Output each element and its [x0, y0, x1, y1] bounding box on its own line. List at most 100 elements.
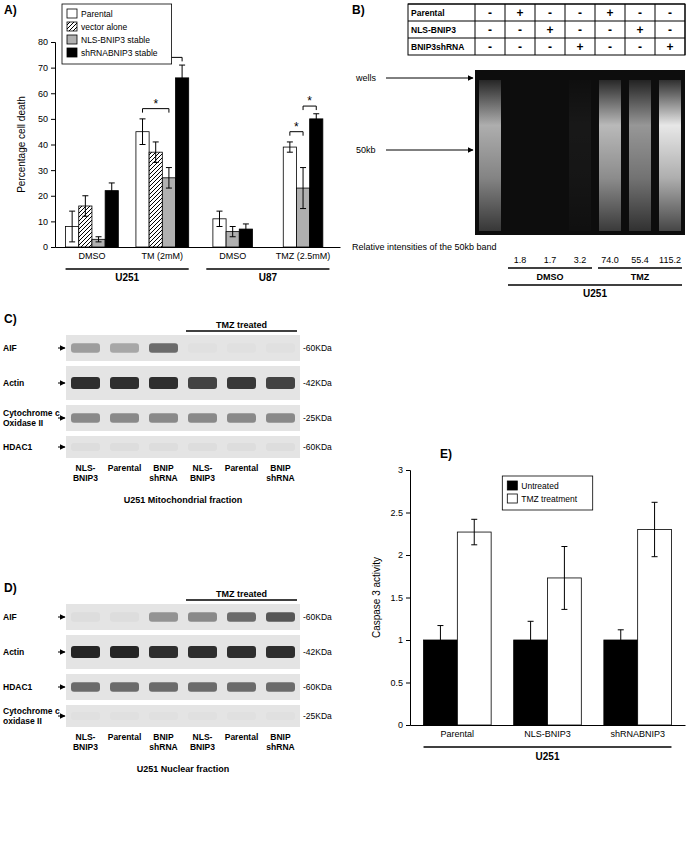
gel-marker-label: 50kb: [356, 145, 376, 155]
tick-label: 40: [38, 140, 48, 150]
error-line: [109, 183, 115, 198]
blot-band: [188, 443, 217, 451]
tick: 10: [38, 217, 55, 227]
error-bar: [437, 626, 443, 655]
label-line: Parental: [108, 463, 142, 473]
label-line: Actin: [3, 647, 24, 657]
blot-band: [71, 612, 100, 621]
blot-band: [149, 377, 178, 389]
axis-line: [56, 247, 341, 248]
caption: U251 Mitochondrial fraction: [124, 495, 243, 505]
tick-label: 1: [398, 635, 403, 645]
tick-label: 20: [38, 191, 48, 201]
mw-label: -60KDa: [303, 612, 332, 622]
gel-lane: [659, 80, 681, 231]
tick-mark: [51, 68, 55, 69]
lane-label: BNIPshRNA: [266, 463, 294, 483]
error-line: [96, 237, 102, 242]
tick: 2: [398, 550, 410, 560]
tick-label: 0: [43, 242, 48, 252]
mw-label: -42KDa: [303, 647, 332, 657]
table-cell: -: [578, 6, 582, 20]
table-frame: [408, 4, 685, 55]
row-label: Parental: [411, 8, 445, 18]
error-line: [287, 142, 293, 152]
tick-label: 80: [38, 37, 48, 47]
error-line: [82, 196, 88, 217]
axis-title: U251: [536, 751, 560, 762]
arrow: [386, 150, 473, 151]
table-cell: -: [548, 6, 552, 20]
arrow: [58, 383, 65, 384]
table-cell: +: [666, 40, 673, 54]
tick: 60: [38, 89, 55, 99]
table-cell: +: [516, 6, 523, 20]
legend: UntreatedTMZ treatment: [502, 476, 592, 510]
blot-strip: [66, 335, 300, 361]
significance-star: *: [294, 120, 299, 134]
blot-band: [188, 377, 217, 389]
tick-label: TMZ (2.5mM): [276, 251, 331, 261]
arrow: [58, 716, 65, 717]
blot-band: [71, 343, 100, 352]
legend-label: NLS-BNIP3 stable: [81, 35, 150, 45]
tick-mark: [51, 145, 55, 146]
blot-band: [110, 443, 139, 451]
mw-label: -60KDa: [303, 343, 332, 353]
error-line: [166, 168, 172, 189]
panel-label: E): [440, 447, 452, 461]
table-rule: [595, 4, 596, 55]
blot-band: [149, 443, 178, 451]
tick-label: 30: [38, 166, 48, 176]
tick: DMSO: [219, 251, 246, 261]
error-line: [618, 630, 624, 650]
row-label: HDAC1: [3, 682, 33, 692]
lane-label: NLS-BNIP3: [190, 463, 215, 483]
table-cell: +: [636, 23, 643, 37]
table-rule: [535, 4, 536, 55]
blot-band: [188, 413, 217, 422]
tick: Parental: [441, 729, 475, 739]
blot-band: [227, 443, 256, 451]
bar: [457, 532, 491, 725]
error-line: [313, 114, 319, 124]
lane-label: Parental: [108, 732, 142, 742]
tick: 1: [398, 635, 410, 645]
axis: 00.511.522.53: [390, 465, 410, 730]
tick: 70: [38, 63, 55, 73]
row-label: BNIP3shRNA: [411, 42, 464, 52]
tick-label: 10: [38, 217, 48, 227]
blot-band: [110, 682, 139, 691]
arrow: [58, 652, 65, 653]
blot-band: [227, 646, 256, 658]
blot-band: [71, 443, 100, 451]
error-bar: [618, 630, 624, 650]
bar: [604, 640, 638, 725]
blot-band: [71, 646, 100, 658]
tick-label: 3: [398, 465, 403, 475]
error-line: [216, 211, 222, 226]
error-bar: [179, 65, 185, 91]
tick-mark: [51, 247, 55, 248]
tick-mark: [51, 170, 55, 171]
bar: [638, 530, 672, 726]
label-line: Cytochrome c: [3, 408, 60, 418]
label-line: Cytochrome c: [3, 706, 60, 716]
tick-mark: [406, 470, 410, 471]
lane-label: Parental: [225, 732, 259, 742]
tick: 40: [38, 140, 55, 150]
label-line: BNIP: [270, 463, 291, 473]
arrow: [58, 617, 65, 618]
table-rule: [685, 4, 686, 55]
blot-band: [188, 646, 217, 658]
tick-label: shRNABNIP3: [610, 729, 665, 739]
tick-label: 0: [398, 720, 403, 730]
label-line: AIF: [3, 343, 17, 353]
caption: Relative intensities of the 50kb band: [352, 242, 497, 252]
axis-title: Percentage cell death: [16, 96, 27, 193]
error-bar: [96, 237, 102, 242]
label-line: NLS-: [76, 732, 96, 742]
bar: [136, 132, 149, 247]
label-line: Parental: [225, 463, 259, 473]
legend-label: shRNABNIP3 stable: [81, 48, 158, 58]
